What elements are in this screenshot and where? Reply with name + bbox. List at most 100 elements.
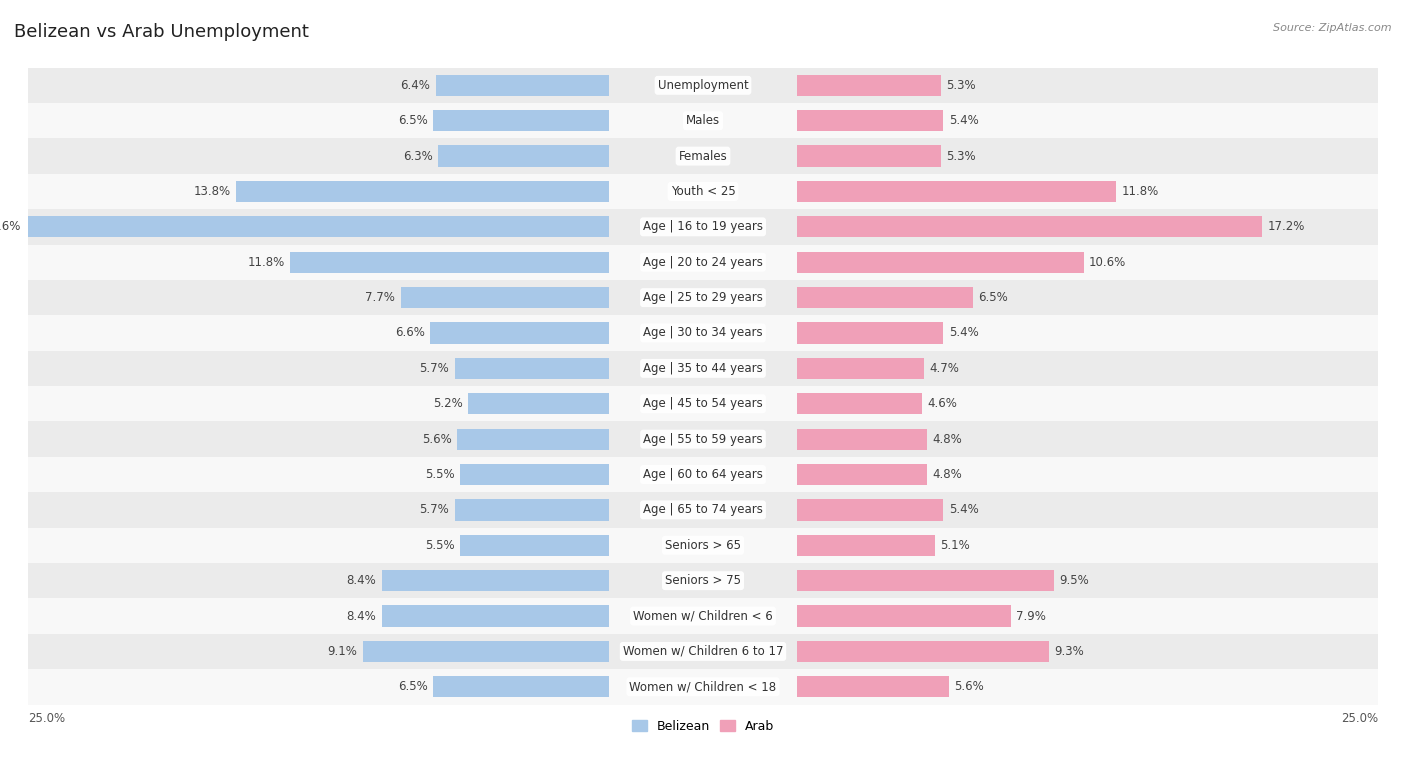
Text: 5.5%: 5.5%	[425, 539, 454, 552]
Bar	[433, 676, 609, 697]
Bar	[401, 287, 609, 308]
Bar	[797, 393, 922, 414]
Bar	[457, 428, 609, 450]
Bar	[797, 500, 943, 521]
Bar	[797, 217, 1261, 238]
Bar	[236, 181, 609, 202]
Text: 4.8%: 4.8%	[932, 468, 962, 481]
Bar	[797, 287, 973, 308]
Text: 5.3%: 5.3%	[946, 79, 976, 92]
Bar	[290, 251, 609, 273]
Text: 5.4%: 5.4%	[949, 326, 979, 339]
Bar	[797, 464, 927, 485]
Bar	[797, 358, 924, 379]
Bar	[797, 251, 1084, 273]
Text: Seniors > 65: Seniors > 65	[665, 539, 741, 552]
Text: Age | 65 to 74 years: Age | 65 to 74 years	[643, 503, 763, 516]
Bar	[28, 528, 1378, 563]
Text: 6.4%: 6.4%	[401, 79, 430, 92]
Text: 6.3%: 6.3%	[404, 150, 433, 163]
Bar	[797, 534, 935, 556]
Text: 6.5%: 6.5%	[398, 681, 427, 693]
Text: 8.4%: 8.4%	[347, 609, 377, 622]
Text: 6.5%: 6.5%	[979, 291, 1008, 304]
Text: 9.5%: 9.5%	[1059, 574, 1090, 587]
Text: 7.7%: 7.7%	[366, 291, 395, 304]
Text: Women w/ Children < 18: Women w/ Children < 18	[630, 681, 776, 693]
Text: Males: Males	[686, 114, 720, 127]
Text: 5.3%: 5.3%	[946, 150, 976, 163]
Text: Age | 20 to 24 years: Age | 20 to 24 years	[643, 256, 763, 269]
Bar	[28, 174, 1378, 209]
Bar	[460, 464, 609, 485]
Bar	[454, 358, 609, 379]
Legend: Belizean, Arab: Belizean, Arab	[627, 715, 779, 738]
Bar	[797, 181, 1116, 202]
Text: 5.4%: 5.4%	[949, 503, 979, 516]
Bar	[382, 606, 609, 627]
Bar	[797, 145, 941, 167]
Bar	[797, 570, 1054, 591]
Bar	[797, 322, 943, 344]
Text: 4.6%: 4.6%	[927, 397, 957, 410]
Text: 9.3%: 9.3%	[1054, 645, 1084, 658]
Bar	[454, 500, 609, 521]
Bar	[28, 316, 1378, 350]
Text: 13.8%: 13.8%	[194, 185, 231, 198]
Text: 21.6%: 21.6%	[0, 220, 20, 233]
Bar	[363, 641, 609, 662]
Bar	[28, 492, 1378, 528]
Bar	[797, 75, 941, 96]
Bar	[439, 145, 609, 167]
Text: 5.2%: 5.2%	[433, 397, 463, 410]
Bar	[430, 322, 609, 344]
Text: 7.9%: 7.9%	[1017, 609, 1046, 622]
Text: Age | 45 to 54 years: Age | 45 to 54 years	[643, 397, 763, 410]
Text: 17.2%: 17.2%	[1267, 220, 1305, 233]
Bar	[797, 428, 927, 450]
Text: Age | 30 to 34 years: Age | 30 to 34 years	[643, 326, 763, 339]
Bar	[28, 386, 1378, 422]
Text: 5.7%: 5.7%	[419, 503, 450, 516]
Bar	[28, 669, 1378, 705]
Text: 11.8%: 11.8%	[1122, 185, 1159, 198]
Text: 9.1%: 9.1%	[328, 645, 357, 658]
Text: 5.5%: 5.5%	[425, 468, 454, 481]
Text: Belizean vs Arab Unemployment: Belizean vs Arab Unemployment	[14, 23, 309, 41]
Text: Age | 55 to 59 years: Age | 55 to 59 years	[643, 433, 763, 446]
Bar	[28, 456, 1378, 492]
Text: 6.5%: 6.5%	[398, 114, 427, 127]
Bar	[797, 606, 1011, 627]
Text: 5.1%: 5.1%	[941, 539, 970, 552]
Text: 4.8%: 4.8%	[932, 433, 962, 446]
Bar	[460, 534, 609, 556]
Bar	[468, 393, 609, 414]
Bar	[28, 209, 1378, 245]
Bar	[28, 634, 1378, 669]
Text: 5.6%: 5.6%	[955, 681, 984, 693]
Bar	[28, 103, 1378, 139]
Text: Seniors > 75: Seniors > 75	[665, 574, 741, 587]
Bar	[28, 139, 1378, 174]
Text: Age | 35 to 44 years: Age | 35 to 44 years	[643, 362, 763, 375]
Text: 5.4%: 5.4%	[949, 114, 979, 127]
Bar	[28, 245, 1378, 280]
Text: 8.4%: 8.4%	[347, 574, 377, 587]
Text: 6.6%: 6.6%	[395, 326, 425, 339]
Bar	[25, 217, 609, 238]
Text: Age | 60 to 64 years: Age | 60 to 64 years	[643, 468, 763, 481]
Text: Source: ZipAtlas.com: Source: ZipAtlas.com	[1274, 23, 1392, 33]
Text: Youth < 25: Youth < 25	[671, 185, 735, 198]
Bar	[28, 598, 1378, 634]
Bar	[28, 67, 1378, 103]
Text: 25.0%: 25.0%	[1341, 712, 1378, 725]
Text: 11.8%: 11.8%	[247, 256, 284, 269]
Bar	[797, 110, 943, 131]
Text: 10.6%: 10.6%	[1090, 256, 1126, 269]
Bar	[797, 676, 949, 697]
Text: Women w/ Children 6 to 17: Women w/ Children 6 to 17	[623, 645, 783, 658]
Text: Women w/ Children < 6: Women w/ Children < 6	[633, 609, 773, 622]
Bar	[433, 110, 609, 131]
Text: 4.7%: 4.7%	[929, 362, 960, 375]
Bar	[436, 75, 609, 96]
